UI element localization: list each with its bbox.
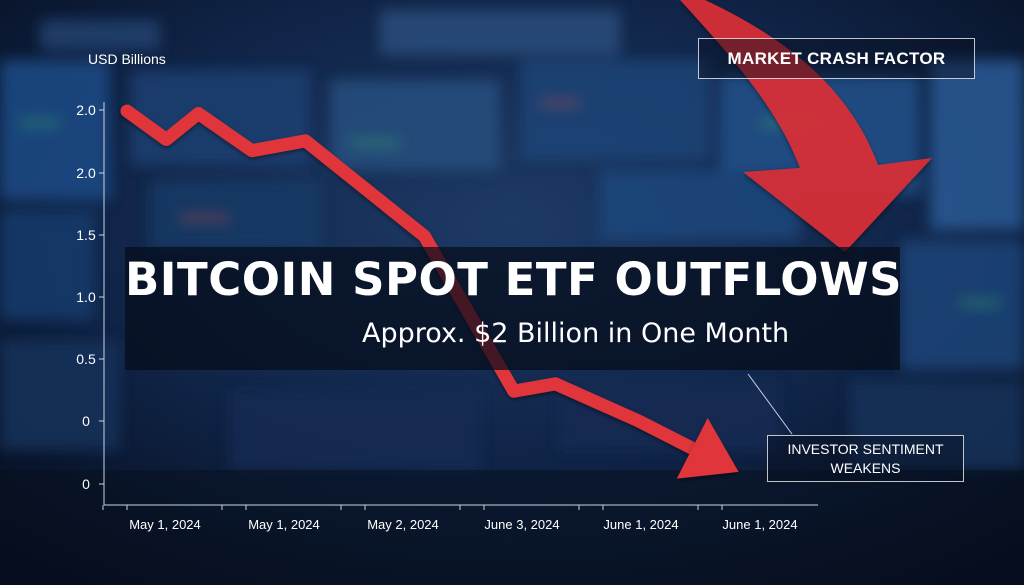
market-crash-arrow-icon	[680, 0, 932, 252]
y-tick-label: 0	[82, 476, 90, 492]
subheadline: Approx. $2 Billion in One Month	[362, 318, 790, 349]
market-crash-callout: MARKET CRASH FACTOR	[698, 38, 975, 79]
investor-sentiment-callout: INVESTOR SENTIMENT WEAKENS	[767, 435, 964, 482]
y-tick-label: 2.0	[76, 165, 96, 181]
series-point	[423, 235, 426, 238]
sentiment-callout-line-1: INVESTOR SENTIMENT	[787, 441, 944, 457]
series-point	[304, 139, 307, 142]
y-tick-label: 0.5	[76, 351, 96, 367]
series-line	[120, 104, 699, 455]
y-tick-label: 2.0	[76, 102, 96, 118]
x-tick-label: June 3, 2024	[484, 517, 559, 532]
series-point	[250, 149, 253, 152]
headline-band	[125, 247, 900, 370]
y-tick-label: 1.0	[76, 289, 96, 305]
headline: BITCOIN SPOT ETF OUTFLOWS	[125, 253, 903, 306]
series-point	[637, 420, 640, 422]
y-tick-label: 1.5	[76, 227, 96, 243]
x-tick-label: June 1, 2024	[603, 517, 678, 532]
series-point	[165, 138, 168, 141]
sentiment-callout-line-2: WEAKENS	[830, 460, 901, 476]
series-point	[197, 112, 200, 115]
x-tick-label: June 1, 2024	[722, 517, 797, 532]
series-point	[554, 382, 557, 385]
chart-axes: 2.0 2.0 1.5 1.0 0.5 0 0 May 1, 2024 May 1, 2024 M…	[76, 102, 818, 532]
series-point	[126, 110, 128, 112]
sentiment-pointer-line	[747, 373, 793, 435]
x-tick-label: May 2, 2024	[367, 517, 439, 532]
y-axis-label: USD Billions	[88, 51, 166, 67]
x-tick-label: May 1, 2024	[129, 517, 201, 532]
x-tick-label: May 1, 2024	[248, 517, 320, 532]
crash-arrow-shape	[680, 0, 932, 252]
series-arrowhead-icon	[676, 418, 739, 479]
series-point	[512, 390, 515, 393]
outflow-series	[120, 104, 739, 479]
y-tick-label: 0	[82, 413, 90, 429]
